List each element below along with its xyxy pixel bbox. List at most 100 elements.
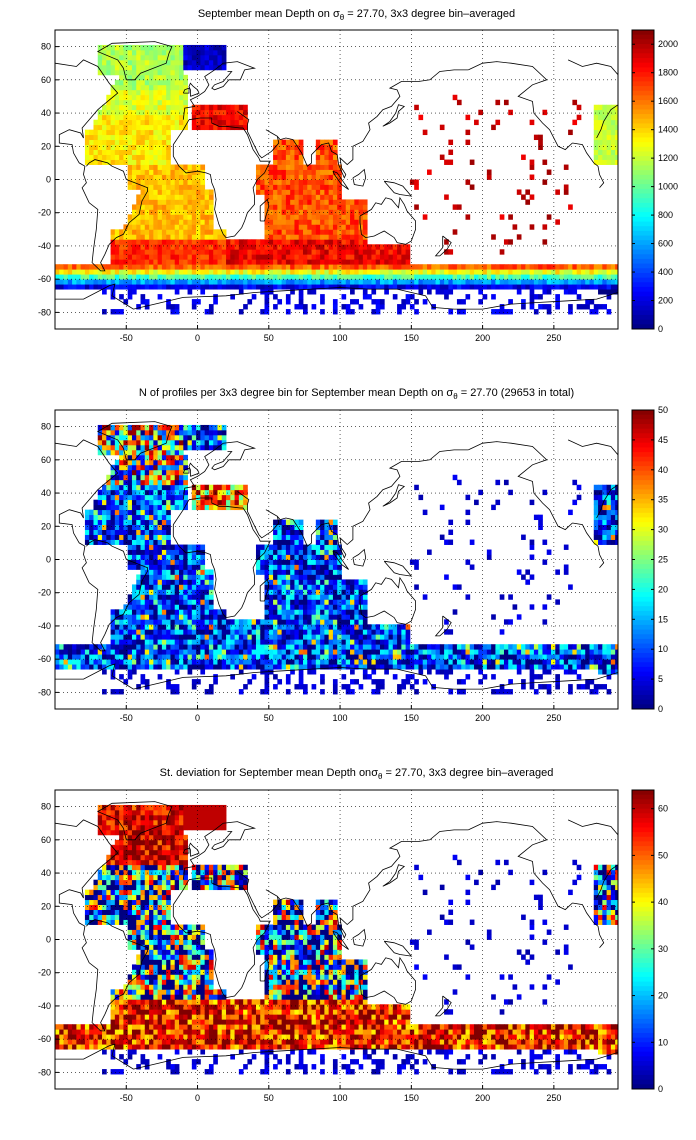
heatmap-cell [97,529,103,535]
heatmap-cell [606,124,612,131]
heatmap-cell [324,594,330,600]
heatmap-cell [157,44,163,51]
heatmap-cell [157,629,163,635]
heatmap-cell [555,299,560,305]
heatmap-cell [144,114,150,121]
heatmap-cell [478,264,483,270]
heatmap-cell [149,179,154,185]
heatmap-cell [375,629,381,635]
heatmap-cell [127,229,133,235]
heatmap-cell [187,224,193,230]
heatmap-cell [166,224,171,230]
heatmap-cell [174,544,180,550]
heatmap-cell [191,184,197,190]
heatmap-cell [144,224,150,230]
heatmap-cell [251,254,257,260]
heatmap-cell [179,189,184,195]
heatmap-cell [144,194,150,200]
heatmap-cell [533,264,539,270]
heatmap-cell [80,649,86,655]
heatmap-cell [131,99,137,106]
heatmap-cell [127,479,133,486]
heatmap-cell [213,234,218,240]
heatmap-cell [375,659,381,665]
heatmap-cell [131,614,137,620]
heatmap-cell [277,564,283,570]
heatmap-cell [328,154,334,160]
heatmap-cell [106,429,111,436]
heatmap-cell [161,124,167,131]
heatmap-cell [294,274,300,280]
heatmap-cell [615,144,618,150]
heatmap-cell [593,134,599,141]
heatmap-cell [89,279,94,285]
heatmap-cell [439,534,445,540]
colorbar-segment [632,30,654,36]
heatmap-cell [461,309,466,315]
heatmap-cell [277,219,283,225]
heatmap-cell [379,244,385,250]
heatmap-cell [200,254,206,260]
heatmap-cell [238,484,244,491]
heatmap-cell [508,264,513,270]
heatmap-cell [144,484,150,491]
heatmap-cell [102,104,107,111]
heatmap-cell [157,434,163,441]
heatmap-cell [320,184,325,190]
heatmap-cell [153,249,159,255]
heatmap-cell [401,629,407,635]
heatmap-cell [243,634,248,640]
heatmap-cell [290,589,295,595]
heatmap-cell [298,579,304,585]
heatmap-cell [294,559,300,565]
heatmap-cell [392,294,398,300]
heatmap-cell [204,219,210,225]
heatmap-cell [320,254,325,260]
heatmap-cell [281,199,287,205]
heatmap-cell [456,584,462,590]
heatmap-cell [136,44,141,51]
heatmap-cell [161,434,167,441]
heatmap-cell [140,174,146,180]
heatmap-cell [375,274,381,280]
heatmap-cell [166,514,171,521]
heatmap-cell [328,219,334,225]
heatmap-cell [106,529,111,535]
heatmap-cell [290,229,295,235]
heatmap-cell [503,309,509,315]
heatmap-cell [55,274,60,280]
heatmap-cell [264,679,270,685]
heatmap-cell [461,654,466,660]
heatmap-cell [191,679,197,685]
heatmap-cell [332,204,338,210]
heatmap-cell [320,524,325,530]
heatmap-cell [324,519,330,526]
colorbar-segment [632,198,654,204]
heatmap-cell [170,629,176,635]
heatmap-cell [328,244,334,250]
heatmap-cell [161,244,167,250]
heatmap-cell [388,279,394,285]
heatmap-cell [255,634,261,640]
heatmap-cell [208,429,214,436]
heatmap-cell [273,204,278,210]
heatmap-cell [170,604,176,610]
heatmap-cell [170,79,176,86]
heatmap-cell [97,424,103,431]
heatmap-cell [273,614,278,620]
colorbar-tick-label: 1800 [658,68,678,78]
heatmap-cell [170,184,176,190]
heatmap-cell [200,244,206,250]
heatmap-cell [208,614,214,620]
heatmap-cell [268,614,274,620]
heatmap-cell [114,649,120,655]
heatmap-cell [144,524,150,530]
heatmap-cell [469,269,475,275]
heatmap-cell [328,554,334,560]
heatmap-cell [140,64,146,71]
heatmap-cell [217,64,223,71]
heatmap-cell [320,199,325,205]
heatmap-cell [208,644,214,650]
heatmap-cell [153,589,159,595]
heatmap-cell [179,654,184,660]
